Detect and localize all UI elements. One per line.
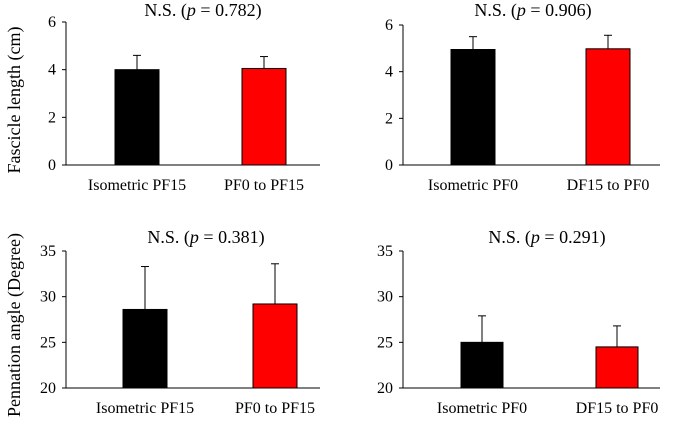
title-prefix: N.S. (	[488, 227, 531, 248]
bar-red	[241, 67, 287, 166]
category-label: Isometric PF15	[96, 400, 194, 417]
row-label-fascicle-length: Fascicle length (cm)	[4, 27, 25, 174]
chart-title: N.S. (p = 0.381)	[147, 227, 264, 248]
y-tick-label: 25	[377, 334, 393, 351]
y-tick-label: 4	[48, 62, 56, 79]
y-tick-label: 30	[377, 289, 393, 306]
title-p-value: = 0.381)	[199, 227, 265, 248]
bar-red	[252, 303, 298, 389]
title-p-symbol: p	[515, 0, 526, 20]
y-tick-label: 6	[48, 14, 56, 31]
y-tick-label: 6	[385, 17, 393, 34]
y-tick-label: 0	[385, 157, 393, 174]
chart-pennation-angle-pf0: 20 25 30 35 Isometric PF0 DF15 to PF0 N.S. (p …	[377, 227, 660, 417]
y-tick-label: 35	[40, 243, 56, 260]
category-label: Isometric PF15	[88, 177, 186, 194]
chart-pennation-angle-pf15: 20 25 30 35 Isometric PF15 PF0 to PF15 N.S. (p…	[40, 227, 320, 417]
bar-red	[585, 48, 631, 166]
y-tick-label: 0	[48, 157, 56, 174]
bar-black	[460, 341, 504, 389]
y-tick-label: 20	[377, 380, 393, 397]
y-tick-label: 4	[385, 64, 393, 81]
y-tick-label: 25	[40, 334, 56, 351]
row-label-pennation-angle: Pennation angle (Degree)	[4, 233, 25, 417]
y-tick-label: 30	[40, 289, 56, 306]
title-prefix: N.S. (	[144, 0, 187, 21]
title-prefix: N.S. (	[147, 227, 190, 248]
title-p-value: = 0.782)	[196, 0, 262, 21]
chart-title: N.S. (p = 0.906)	[474, 0, 591, 21]
chart-fascicle-length-pf0: 0 2 4 6 Isometric PF0 DF15 to PF0 N.S. (p = 0.…	[385, 0, 660, 194]
title-p-symbol: p	[529, 227, 540, 247]
category-label: PF0 to PF15	[235, 400, 315, 417]
y-tick-label: 2	[385, 110, 393, 127]
category-label: PF0 to PF15	[224, 177, 304, 194]
title-prefix: N.S. (	[474, 0, 517, 21]
y-tick-label: 20	[40, 380, 56, 397]
bar-black	[114, 69, 160, 166]
category-label: Isometric PF0	[437, 400, 527, 417]
y-tick-label: 35	[377, 243, 393, 260]
category-label: DF15 to PF0	[576, 400, 659, 417]
title-p-value: = 0.291)	[540, 227, 606, 248]
bar-black	[122, 308, 168, 389]
chart-title: N.S. (p = 0.782)	[144, 0, 261, 21]
title-p-symbol: p	[185, 0, 196, 20]
bar-red	[595, 346, 639, 389]
chart-fascicle-length-pf15: 0 2 4 6 Isometric PF15 PF0 to PF15 N.S. (p = 0…	[48, 0, 320, 194]
category-label: Isometric PF0	[428, 177, 518, 194]
chart-title: N.S. (p = 0.291)	[488, 227, 605, 248]
bar-black	[450, 49, 496, 166]
category-label: DF15 to PF0	[567, 177, 650, 194]
title-p-symbol: p	[188, 227, 199, 247]
y-tick-label: 2	[48, 109, 56, 126]
title-p-value: = 0.906)	[526, 0, 592, 21]
